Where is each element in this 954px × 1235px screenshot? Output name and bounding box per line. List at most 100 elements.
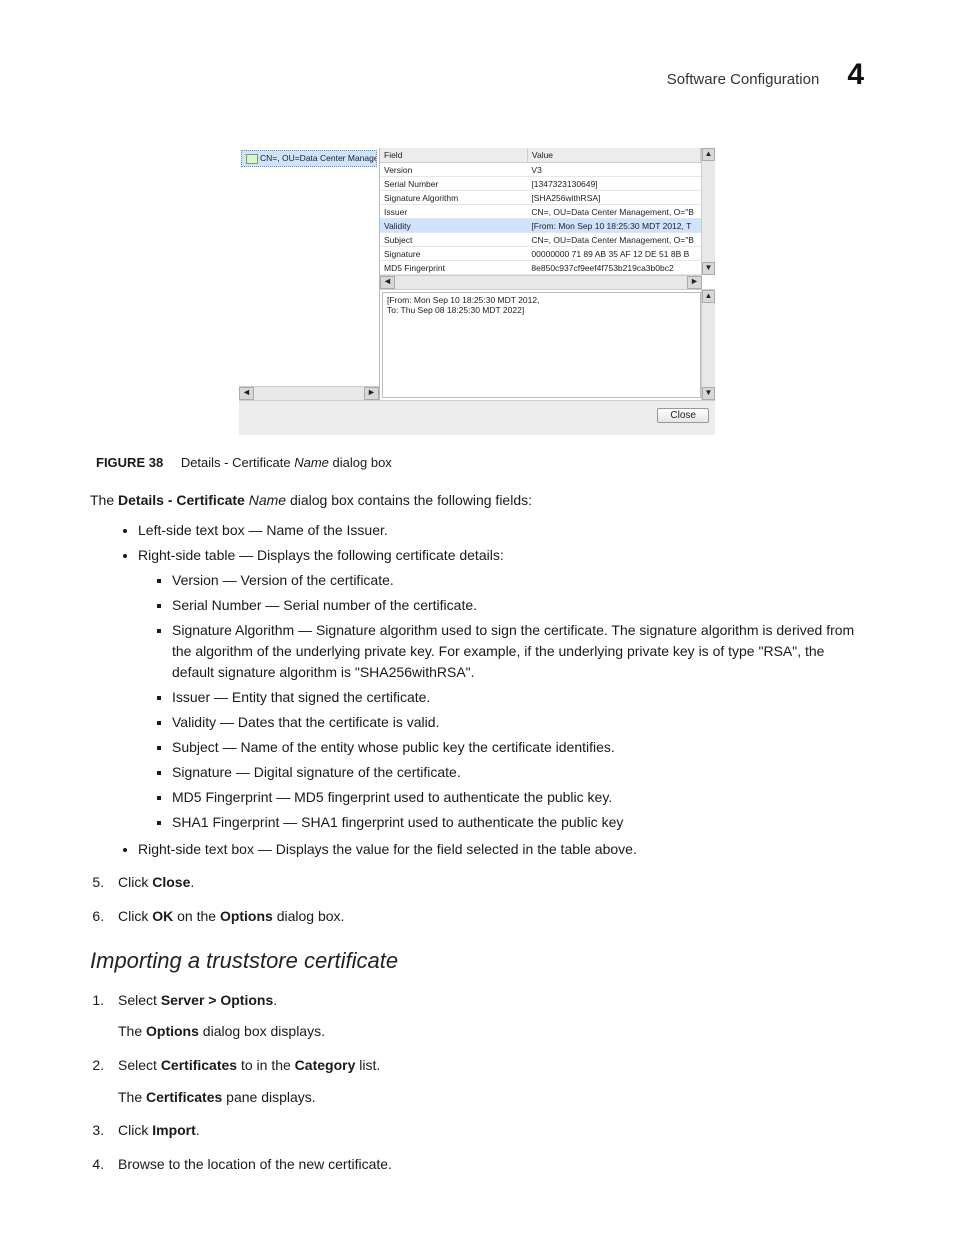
figure-caption: FIGURE 38 Details - Certificate Name dia… <box>96 455 864 470</box>
text-bold: Import <box>152 1122 196 1138</box>
table-row[interactable]: IssuerCN=, OU=Data Center Management, O=… <box>380 205 701 219</box>
field-description-list: Left-side text box — Name of the Issuer.… <box>90 520 864 860</box>
list-item: Right-side table — Displays the followin… <box>138 545 864 833</box>
cell-field: Signature <box>380 247 527 261</box>
detail-vertical-scrollbar[interactable]: ▲ ▼ <box>701 290 715 400</box>
text-bold: Options <box>146 1023 199 1039</box>
figure-caption-prefix: Details - Certificate <box>181 455 294 470</box>
text-bold: Certificates <box>161 1057 237 1073</box>
page-header: Software Configuration 4 <box>90 58 864 92</box>
list-item: SHA1 Fingerprint — SHA1 fingerprint used… <box>172 812 864 833</box>
cell-value: 00000000 71 89 AB 35 AF 12 DE 51 8B B <box>527 247 700 261</box>
text: The <box>118 1023 146 1039</box>
certificate-icon <box>246 154 258 164</box>
table-row[interactable]: MD5 Fingerprint8e850c937cf9eef4f753b219c… <box>380 261 701 275</box>
scroll-up-icon[interactable]: ▲ <box>702 148 715 161</box>
scroll-right-icon[interactable]: ► <box>364 387 379 400</box>
text-bold: Options <box>220 908 273 924</box>
screenshot-upper: CN=, OU=Data Center Management, ◄ ► <box>239 148 715 401</box>
scroll-right-icon[interactable]: ► <box>687 276 702 289</box>
tree-item-selected[interactable]: CN=, OU=Data Center Management, <box>241 150 377 167</box>
text: Select <box>118 1057 161 1073</box>
certificate-details-screenshot: CN=, OU=Data Center Management, ◄ ► <box>239 148 715 435</box>
cell-field: Validity <box>380 219 527 233</box>
cell-value: [SHA256withRSA] <box>527 191 700 205</box>
section-heading-importing: Importing a truststore certificate <box>90 948 864 974</box>
step-2: Select Certificates to in the Category l… <box>108 1055 864 1108</box>
table-vertical-scrollbar[interactable]: ▲ ▼ <box>701 148 715 275</box>
text: Click <box>118 908 152 924</box>
cell-value: 8e850c937cf9eef4f753b219ca3b0bc2 <box>527 261 700 275</box>
cell-value: CN=, OU=Data Center Management, O="B <box>527 205 700 219</box>
intro-paragraph: The Details - Certificate Name dialog bo… <box>90 490 864 510</box>
text-bold: Server > Options <box>161 992 273 1008</box>
detail-line: To: Thu Sep 08 18:25:30 MDT 2022] <box>387 305 696 315</box>
list-item: Validity — Dates that the certificate is… <box>172 712 864 733</box>
list-item: Left-side text box — Name of the Issuer. <box>138 520 864 541</box>
cell-field: Signature Algorithm <box>380 191 527 205</box>
column-header-value[interactable]: Value <box>527 148 700 163</box>
step-substep: The Options dialog box displays. <box>118 1021 864 1043</box>
list-item: Serial Number — Serial number of the cer… <box>172 595 864 616</box>
list-item-text: Right-side table — Displays the followin… <box>138 547 504 563</box>
cell-field: Issuer <box>380 205 527 219</box>
text: . <box>273 992 277 1008</box>
step-1: Select Server > Options. The Options dia… <box>108 990 864 1043</box>
text: pane displays. <box>222 1089 315 1105</box>
cell-field: Subject <box>380 233 527 247</box>
table-row[interactable]: Signature00000000 71 89 AB 35 AF 12 DE 5… <box>380 247 701 261</box>
figure-caption-suffix: dialog box <box>329 455 392 470</box>
list-item: Right-side text box — Displays the value… <box>138 839 864 860</box>
text: The <box>90 492 118 508</box>
cell-value: [1347323130649] <box>527 177 700 191</box>
list-item: Signature — Digital signature of the cer… <box>172 762 864 783</box>
scroll-down-icon[interactable]: ▼ <box>702 387 715 400</box>
header-title: Software Configuration <box>667 71 820 88</box>
step-5: Click Close. <box>108 872 864 894</box>
scroll-down-icon[interactable]: ▼ <box>702 262 715 275</box>
text-bold: Category <box>295 1057 356 1073</box>
scroll-up-icon[interactable]: ▲ <box>702 290 715 303</box>
cell-field: Serial Number <box>380 177 527 191</box>
figure-number: FIGURE 38 <box>96 455 163 470</box>
dialog-footer: Close <box>239 401 715 429</box>
scroll-left-icon[interactable]: ◄ <box>380 276 395 289</box>
tree-horizontal-scrollbar[interactable]: ◄ ► <box>239 386 379 400</box>
step-4: Browse to the location of the new certif… <box>108 1154 864 1176</box>
tree-item-label: CN=, OU=Data Center Management, <box>260 153 377 163</box>
step-3: Click Import. <box>108 1120 864 1142</box>
cell-field: MD5 Fingerprint <box>380 261 527 275</box>
table-row[interactable]: VersionV3 <box>380 163 701 177</box>
text: Select <box>118 992 161 1008</box>
text: Click <box>118 874 152 890</box>
detail-value-textbox[interactable]: [From: Mon Sep 10 18:25:30 MDT 2012, To:… <box>382 292 701 398</box>
certificate-fields-table: Field Value VersionV3Serial Number[13473… <box>380 148 715 289</box>
scroll-left-icon[interactable]: ◄ <box>239 387 254 400</box>
importing-steps-list: Select Server > Options. The Options dia… <box>90 990 864 1176</box>
issuer-tree-pane: CN=, OU=Data Center Management, ◄ ► <box>239 148 380 400</box>
table-horizontal-scrollbar[interactable]: ◄ ► <box>380 275 702 289</box>
table-row[interactable]: Serial Number[1347323130649] <box>380 177 701 191</box>
text-italic: Name <box>245 492 286 508</box>
text: Click <box>118 1122 152 1138</box>
text: dialog box contains the following fields… <box>286 492 532 508</box>
column-header-field[interactable]: Field <box>380 148 527 163</box>
details-right-pane: Field Value VersionV3Serial Number[13473… <box>380 148 715 400</box>
table-row[interactable]: SubjectCN=, OU=Data Center Management, O… <box>380 233 701 247</box>
text: to in the <box>237 1057 295 1073</box>
steps-list-continued: Click Close. Click OK on the Options dia… <box>90 872 864 927</box>
text: dialog box displays. <box>199 1023 325 1039</box>
text: The <box>118 1089 146 1105</box>
table-row[interactable]: Signature Algorithm[SHA256withRSA] <box>380 191 701 205</box>
close-button[interactable]: Close <box>657 408 709 423</box>
step-6: Click OK on the Options dialog box. <box>108 906 864 928</box>
table-row[interactable]: Validity[From: Mon Sep 10 18:25:30 MDT 2… <box>380 219 701 233</box>
text-bold: OK <box>152 908 173 924</box>
list-item: Issuer — Entity that signed the certific… <box>172 687 864 708</box>
text: on the <box>173 908 220 924</box>
cell-value: [From: Mon Sep 10 18:25:30 MDT 2012, T <box>527 219 700 233</box>
list-item: Version — Version of the certificate. <box>172 570 864 591</box>
detail-line: [From: Mon Sep 10 18:25:30 MDT 2012, <box>387 295 696 305</box>
text: . <box>190 874 194 890</box>
cell-value: V3 <box>527 163 700 177</box>
